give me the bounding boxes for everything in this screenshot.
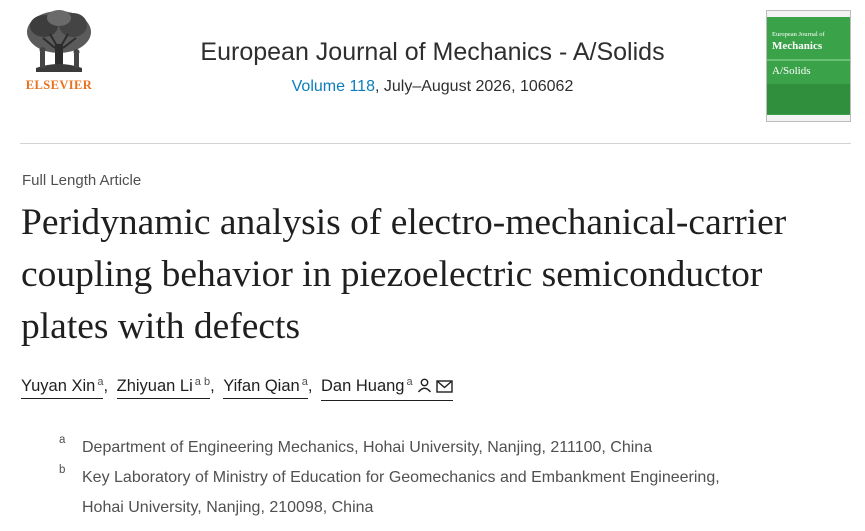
author-separator: ,	[103, 377, 109, 395]
affiliation-marker: a b	[194, 376, 211, 388]
person-icon	[417, 378, 432, 398]
author-name: Yifan Qian	[223, 377, 300, 395]
journal-cover-thumbnail[interactable]: European Journal of Mechanics A/Solids	[766, 10, 851, 122]
volume-link[interactable]: Volume 118	[291, 78, 375, 95]
author-link[interactable]: Dan Huang a	[321, 376, 453, 401]
author-name: Dan Huang	[321, 377, 405, 395]
affiliation-text-continued: Hohai University, Nanjing, 210098, China	[82, 499, 374, 516]
elsevier-tree-logo	[27, 10, 91, 72]
cover-stripe-dark	[767, 84, 850, 114]
affiliation-label: b	[59, 464, 66, 476]
author-name: Zhiyuan Li	[116, 377, 193, 395]
cover-line-3: A/Solids	[772, 65, 811, 77]
article-title: Peridynamic analysis of electro-mechanic…	[21, 202, 787, 347]
affiliation-marker: a	[406, 376, 413, 388]
cover-line-2: Mechanics	[772, 40, 823, 52]
journal-title[interactable]: European Journal of Mechanics - A/Solids	[200, 38, 665, 66]
cover-top-band	[767, 11, 850, 17]
article-type: Full Length Article	[22, 172, 142, 189]
cover-stripe	[767, 59, 850, 61]
header-divider	[20, 143, 851, 144]
journal-title-wrapper: European Journal of Mechanics - A/Solids	[0, 38, 865, 67]
affiliation-text: Department of Engineering Mechanics, Hoh…	[82, 439, 653, 456]
affiliation-marker: a	[97, 376, 104, 388]
cover-line-1: European Journal of	[772, 31, 825, 38]
affiliation-text: Key Laboratory of Ministry of Education …	[82, 469, 720, 486]
email-icon	[435, 379, 453, 398]
publisher-name: ELSEVIER	[25, 78, 93, 92]
issue-details: , July–August 2026, 106062	[374, 78, 574, 95]
cover-footer-band	[767, 115, 850, 121]
author-name: Yuyan Xin	[21, 377, 96, 395]
elsevier-logo[interactable]: ELSEVIER	[18, 8, 100, 94]
issue-line: Volume 118, July–August 2026, 106062	[0, 78, 865, 96]
author-link[interactable]: Zhiyuan Li a b	[116, 376, 211, 399]
affiliation-label: a	[59, 434, 66, 446]
author-list: Yuyan Xin a, Zhiyuan Li a b, Yifan Qian a, …	[21, 376, 453, 401]
author-link[interactable]: Yuyan Xin a	[21, 376, 104, 399]
author-link[interactable]: Yifan Qian a	[223, 376, 308, 399]
author-separator: ,	[210, 377, 215, 395]
author-separator: ,	[307, 377, 313, 395]
affiliation-marker: a	[301, 376, 308, 388]
